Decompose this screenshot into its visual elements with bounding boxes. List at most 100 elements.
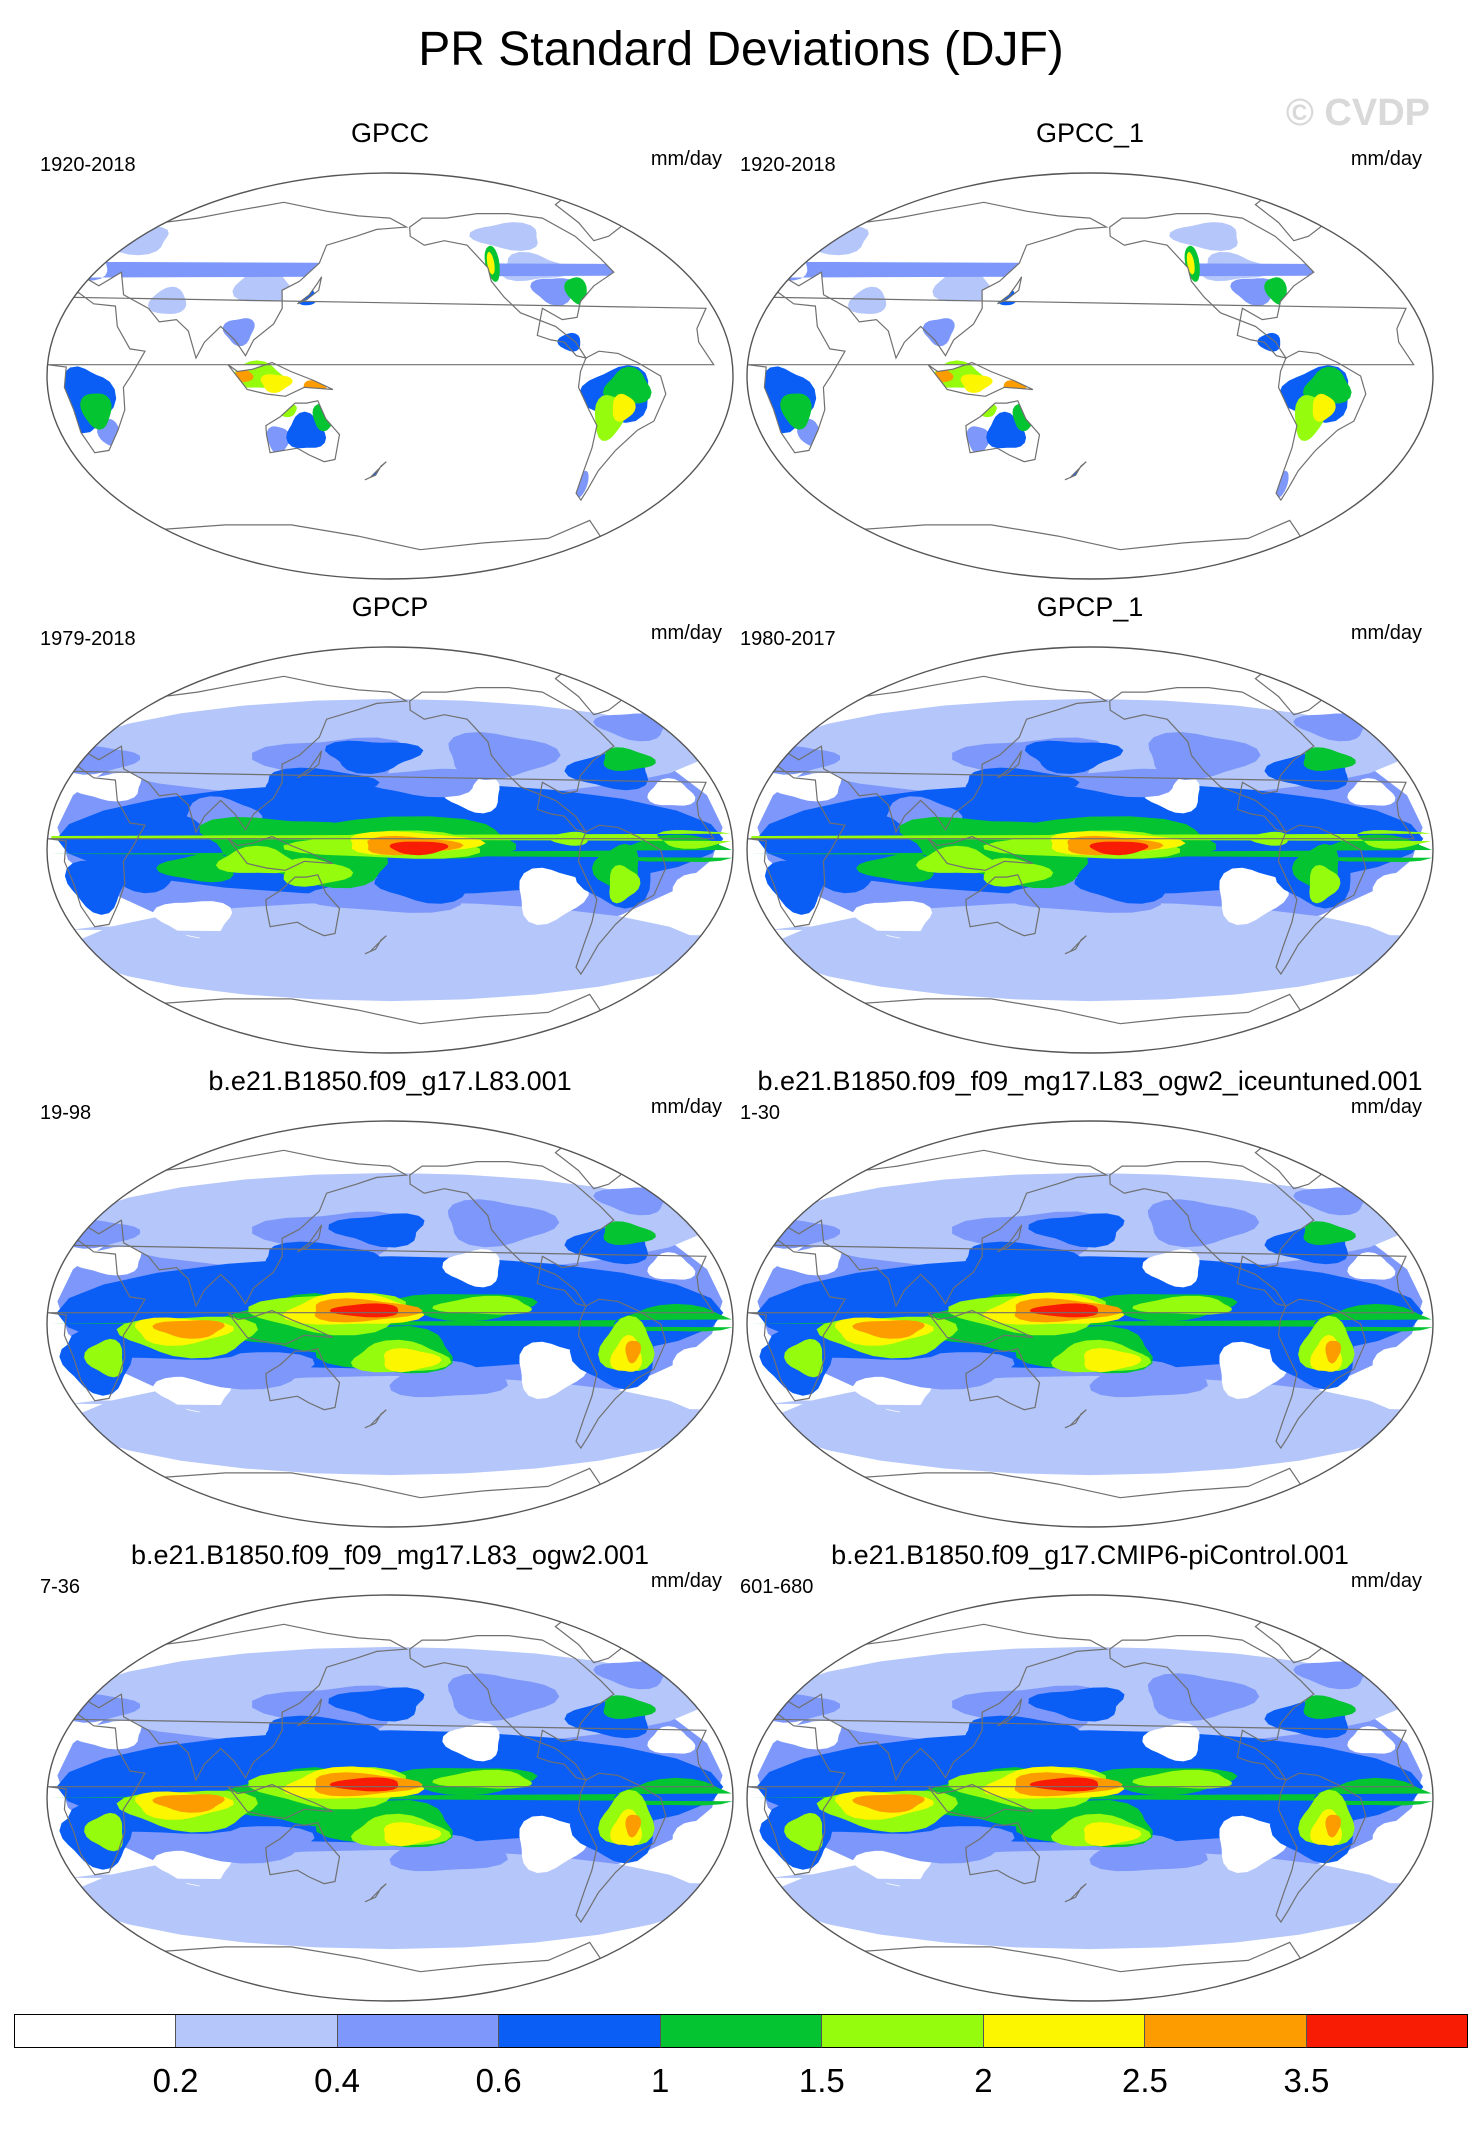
precip-contour [1243,932,1355,971]
coastline-eurasia [757,1623,1109,1782]
coastline-nz [1064,1883,1087,1903]
precip-contour [1029,1303,1099,1318]
precip-contour [557,332,581,352]
panel-units: mm/day [650,622,722,644]
precip-contour [215,845,298,874]
coastline-japan [997,276,1023,305]
precip-contour [1312,393,1336,422]
precip-contour [448,732,561,780]
panel-title: GPCC [350,118,429,148]
precip-contour [964,1888,1261,1927]
map-frame [46,646,734,1054]
coastline-japan [297,276,323,305]
cvdp-watermark: © CVDP [1285,92,1430,134]
colorbar-box [1306,2015,1467,2047]
figure-title: PR Standard Deviations (DJF) [418,23,1064,76]
dry-region [519,867,589,925]
precip-contour [852,1320,925,1339]
panel-years: 1980-2017 [740,628,836,650]
panel-years: 601-680 [740,1576,814,1598]
precip-contour [784,1338,823,1378]
colorbar-label: 2.5 [1121,2062,1168,2099]
precip-contour [543,932,655,971]
precip-contour [1074,865,1173,904]
map-frame [46,1594,734,2002]
colorbar-box [660,2015,823,2047]
panel-title: b.e21.B1850.f09_f09_mg17.L83_ogw2_iceunt… [757,1066,1423,1096]
world-map [46,172,734,580]
map-panel: b.e21.B1850.f09_g17.CMIP6-piControl.001 … [740,1540,1440,2015]
colorbar-label: 1 [650,2062,670,2099]
precip-field [47,647,733,1053]
precip-contour [1029,1777,1099,1792]
colorbar-box [176,2015,338,2047]
precip-field [47,1595,733,2001]
panel-years: 19-98 [40,1102,92,1124]
coastline-australia [265,1822,341,1885]
dry-region [771,1246,842,1276]
dry-region [71,1246,142,1276]
precip-contour [152,1794,225,1813]
precip-contour [1024,740,1124,774]
coastline-eurasia [757,1149,1109,1308]
coastline-eurasia [57,201,409,360]
map-panel: GPCP 1979-2018 mm/day [40,592,740,1067]
precip-contour [848,286,887,314]
precip-contour [329,1777,399,1792]
precip-contour [625,1814,642,1838]
dry-region [853,901,933,939]
precip-contour [447,1673,560,1722]
coastline-japan [297,750,323,779]
dry-region [1142,1249,1200,1288]
precip-contour [432,1295,532,1315]
colorbar-boxes [14,2014,1468,2048]
precip-contour [750,1777,1433,1806]
dry-region [1372,1343,1429,1400]
dry-region [71,772,142,802]
coastline-northAmerica [409,213,615,359]
precip-contour [750,1303,1433,1332]
coastline-japan [997,1698,1023,1727]
coastline-australia [965,1822,1041,1885]
coastline-eurasia [757,201,1109,360]
precip-contour [964,940,1261,979]
panel-units: mm/day [650,1096,722,1118]
precip-contour [1084,1822,1142,1847]
precip-contour [155,1352,315,1390]
precip-contour [612,393,636,422]
precip-contour [432,1769,532,1789]
dry-region [647,1252,696,1280]
precip-contour [384,1348,442,1373]
precip-contour [1084,1348,1142,1373]
colorbar-label: 0.6 [475,2062,522,2099]
coastline-northAmerica [1109,213,1315,359]
precip-contour [1303,1221,1356,1245]
coastline-nz [1064,461,1087,481]
world-map [746,646,1434,1054]
panel-years: 1-30 [740,1102,781,1124]
colorbar-box [983,2015,1146,2047]
panel-title: b.e21.B1850.f09_f09_mg17.L83_ogw2.001 [131,1540,649,1570]
coastline-indonesia [927,1783,1034,1819]
precip-contour [1169,222,1238,251]
precip-contour [1028,1687,1125,1722]
coastline-eurasia [57,1623,409,1782]
precip-contour [84,1812,123,1852]
precip-contour [1293,713,1367,742]
precip-contour [155,1826,315,1864]
precip-contour [784,1812,823,1852]
map-frame [746,172,1434,580]
coastline-australia [965,874,1041,937]
coastline-eurasia [57,1149,409,1308]
panel-units: mm/day [650,148,722,170]
map-panel: GPCC 1920-2018 mm/day [40,118,740,593]
world-map [46,1120,734,1528]
coastline-nz [364,1409,387,1429]
map-panel: GPCP_1 1980-2017 mm/day [740,592,1440,1067]
coastline-northAmerica [1109,1161,1315,1307]
dry-region [1372,1817,1429,1874]
precip-contour [922,318,955,347]
coastline-australia [265,400,341,463]
dry-region [71,1720,142,1750]
panel-title: GPCP [351,592,429,622]
